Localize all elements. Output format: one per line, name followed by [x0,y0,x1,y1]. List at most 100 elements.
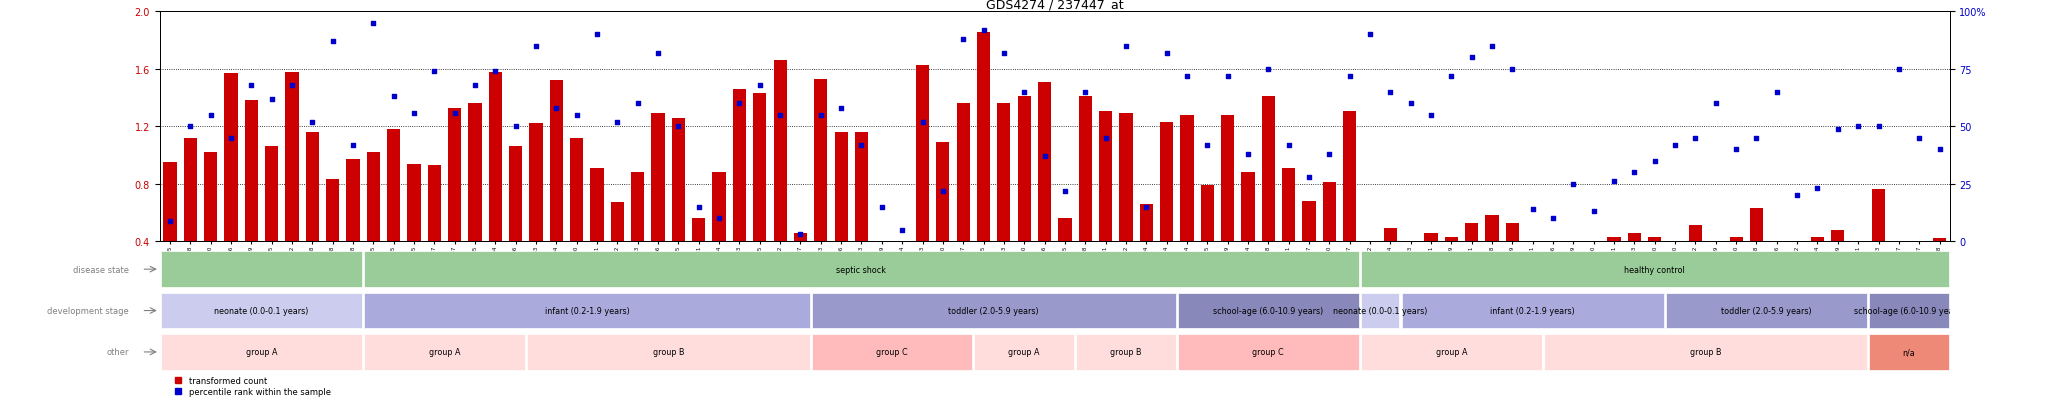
Bar [225,74,238,242]
Bar [449,108,461,242]
Text: toddler (2.0-5.9 years): toddler (2.0-5.9 years) [1720,306,1812,315]
Bar [526,335,809,370]
Point [1190,142,1223,149]
Bar [1464,223,1479,242]
Bar [1870,335,1950,370]
Point [926,188,958,195]
Text: group C: group C [1253,348,1284,356]
Bar [713,173,725,242]
Point [1923,147,1956,153]
Text: disease state: disease state [74,265,129,274]
Bar [651,114,666,242]
Point [1374,89,1407,96]
Bar [264,147,279,242]
Legend: transformed count, percentile rank within the sample: transformed count, percentile rank withi… [174,376,332,396]
Point [154,218,186,224]
Point [743,83,776,89]
Point [256,96,289,103]
Point [1090,135,1122,142]
Point [1477,43,1509,50]
Bar [672,119,684,242]
Point [315,39,348,45]
Point [946,37,979,43]
Bar [1262,97,1276,242]
Bar [1608,237,1620,242]
Point [1679,135,1712,142]
Text: group A: group A [246,348,276,356]
Point [377,94,410,100]
Bar [365,293,809,328]
Point [1862,123,1894,130]
Point [1292,174,1325,181]
Text: other: other [106,348,129,356]
Point [1130,204,1163,211]
Point [1272,142,1305,149]
Point [1577,209,1610,215]
Point [1028,154,1061,160]
Point [1782,192,1815,199]
Bar [346,160,360,242]
Point [1008,89,1040,96]
Bar [1690,226,1702,242]
Text: group B: group B [1690,348,1722,356]
Bar [1729,237,1743,242]
Text: group B: group B [653,348,684,356]
Bar [815,80,827,242]
Point [846,142,879,149]
Point [1354,32,1386,39]
Point [1251,66,1284,73]
Point [1821,126,1853,133]
Text: school-age (6.0-10.9 years): school-age (6.0-10.9 years) [1212,306,1323,315]
Text: school-age (6.0-10.9 years): school-age (6.0-10.9 years) [1853,306,1964,315]
Point [967,27,999,34]
Point [764,112,797,119]
Bar [1059,218,1071,242]
Point [621,101,653,107]
Bar [811,335,973,370]
Bar [1178,293,1358,328]
Point [1333,73,1366,80]
Bar [365,252,1358,287]
Bar [977,33,989,242]
Text: group C: group C [877,348,907,356]
Point [641,50,674,57]
Bar [160,335,362,370]
Bar [1401,293,1663,328]
Point [1720,147,1753,153]
Bar [387,130,399,242]
Bar [1485,216,1499,242]
Point [662,123,694,130]
Bar [1079,97,1092,242]
Bar [1933,239,1946,242]
Point [397,110,430,116]
Bar [936,143,950,242]
Bar [530,124,543,242]
Point [1903,135,1935,142]
Bar [956,104,971,242]
Point [784,231,817,238]
Point [1495,66,1528,73]
Bar [160,252,362,287]
Bar [1505,223,1520,242]
Point [1415,112,1448,119]
Bar [774,61,786,242]
Point [805,112,838,119]
Bar [164,163,176,242]
Point [541,105,573,112]
Bar [569,138,584,242]
Bar [1343,111,1356,242]
Point [1741,135,1774,142]
Bar [408,164,420,242]
Bar [610,203,625,242]
Bar [549,81,563,242]
Bar [1425,233,1438,242]
Point [1556,181,1589,188]
Text: development stage: development stage [47,306,129,315]
Point [1700,101,1733,107]
Bar [1038,83,1051,242]
Point [1436,73,1468,80]
Text: toddler (2.0-5.9 years): toddler (2.0-5.9 years) [948,306,1038,315]
Text: infant (0.2-1.9 years): infant (0.2-1.9 years) [1491,306,1575,315]
Bar [244,101,258,242]
Point [418,69,451,75]
